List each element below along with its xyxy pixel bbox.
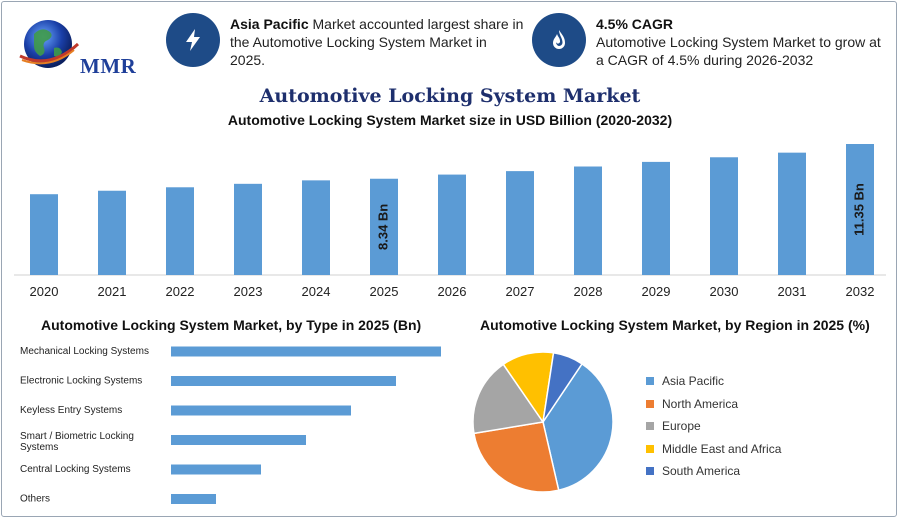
- type-bar: [171, 405, 351, 416]
- market-size-bar-chart: 2020 2021 2022 2023 2024 2025 8.34 Bn 2026 2027 2…: [14, 144, 886, 299]
- x-tick-label: 2030: [710, 284, 739, 299]
- x-tick-label: 2020: [30, 284, 59, 299]
- logo-text: MMR: [80, 54, 137, 78]
- type-label: Mechanical Locking Systems: [20, 346, 149, 357]
- lightning-icon: [166, 13, 220, 67]
- legend-label: North America: [662, 396, 739, 411]
- info2-text: Automotive Locking System Market to grow…: [596, 34, 881, 68]
- legend-label: Asia Pacific: [662, 374, 725, 389]
- bar-2025: [370, 178, 398, 275]
- legend-swatch: [646, 399, 654, 408]
- bar-2032: [846, 144, 874, 275]
- type-bar: [171, 346, 441, 357]
- type-label: Others: [20, 494, 50, 505]
- bar-2024: [302, 180, 330, 275]
- legend-label: Europe: [662, 419, 701, 434]
- bar-value-label: 11.35 Bn: [851, 183, 866, 236]
- pie-slice-asia-pacific: [542, 362, 614, 492]
- legend-item: North America: [646, 393, 781, 416]
- info1-bold: Asia Pacific: [230, 16, 309, 32]
- legend-label: South America: [662, 464, 741, 479]
- type-label: Smart / Biometric Locking Systems: [20, 431, 134, 453]
- bar-chart-title: Automotive Locking System Market size in…: [227, 112, 673, 128]
- bar-2022: [166, 187, 194, 275]
- type-label: Central Locking Systems: [20, 464, 131, 475]
- x-tick-label: 2024: [302, 284, 331, 299]
- type-bar: [171, 494, 216, 504]
- region-pie-chart: [472, 351, 614, 493]
- legend-swatch: [646, 422, 654, 431]
- bar-2028: [574, 166, 602, 275]
- globe-icon: [19, 20, 80, 68]
- x-tick-label: 2022: [166, 284, 195, 299]
- type-chart-title: Automotive Locking System Market, by Typ…: [41, 317, 422, 333]
- bar-2021: [98, 190, 126, 275]
- legend-item: Middle East and Africa: [646, 438, 781, 461]
- bar-2026: [438, 174, 466, 275]
- x-tick-label: 2027: [506, 284, 535, 299]
- mmr-logo: MMR: [14, 10, 144, 80]
- x-tick-label: 2028: [574, 284, 603, 299]
- x-tick-label: 2023: [234, 284, 263, 299]
- type-bar: [171, 464, 261, 475]
- type-bar: [171, 376, 396, 386]
- info-cagr: 4.5% CAGR Automotive Locking System Mark…: [596, 15, 891, 69]
- x-tick-label: 2031: [778, 284, 807, 299]
- legend-swatch: [646, 444, 654, 453]
- x-tick-label: 2021: [98, 284, 127, 299]
- info-asia-pacific: Asia Pacific Market accounted largest sh…: [230, 15, 525, 69]
- x-tick-label: 2026: [438, 284, 467, 299]
- x-tick-label: 2029: [642, 284, 671, 299]
- pie-slice-north-america: [473, 421, 560, 493]
- main-title: Automotive Locking System Market: [259, 85, 641, 107]
- type-bar: [171, 435, 306, 445]
- bar-2020: [30, 194, 58, 275]
- bar-value-label: 8.34 Bn: [375, 204, 390, 250]
- info1-text: Market accounted largest share in the Au…: [230, 16, 524, 68]
- legend-item: South America: [646, 460, 781, 483]
- bar-2029: [642, 161, 670, 275]
- bar-2030: [710, 157, 738, 275]
- x-tick-label: 2025: [370, 284, 399, 299]
- flame-icon: [532, 13, 586, 67]
- legend-swatch: [646, 467, 654, 476]
- type-label: Electronic Locking Systems: [20, 376, 142, 387]
- legend-label: Middle East and Africa: [662, 441, 782, 456]
- region-legend: Asia Pacific North America Europe Middle Ea…: [646, 370, 781, 483]
- x-tick-label: 2032: [846, 284, 875, 299]
- type-bar-chart: Mechanical Locking Systems Electronic Loc…: [20, 346, 441, 505]
- pie-slice-south-america: [542, 351, 584, 423]
- legend-item: Asia Pacific: [646, 370, 781, 393]
- info2-bold: 4.5% CAGR: [596, 16, 674, 32]
- type-label: Keyless Entry Systems: [20, 405, 122, 416]
- bar-2023: [234, 183, 262, 275]
- pie-slice-europe: [472, 363, 545, 435]
- bar-2031: [778, 152, 806, 275]
- legend-item: Europe: [646, 415, 781, 438]
- legend-swatch: [646, 377, 654, 386]
- region-chart-title: Automotive Locking System Market, by Reg…: [480, 317, 870, 333]
- bar-2027: [506, 171, 534, 275]
